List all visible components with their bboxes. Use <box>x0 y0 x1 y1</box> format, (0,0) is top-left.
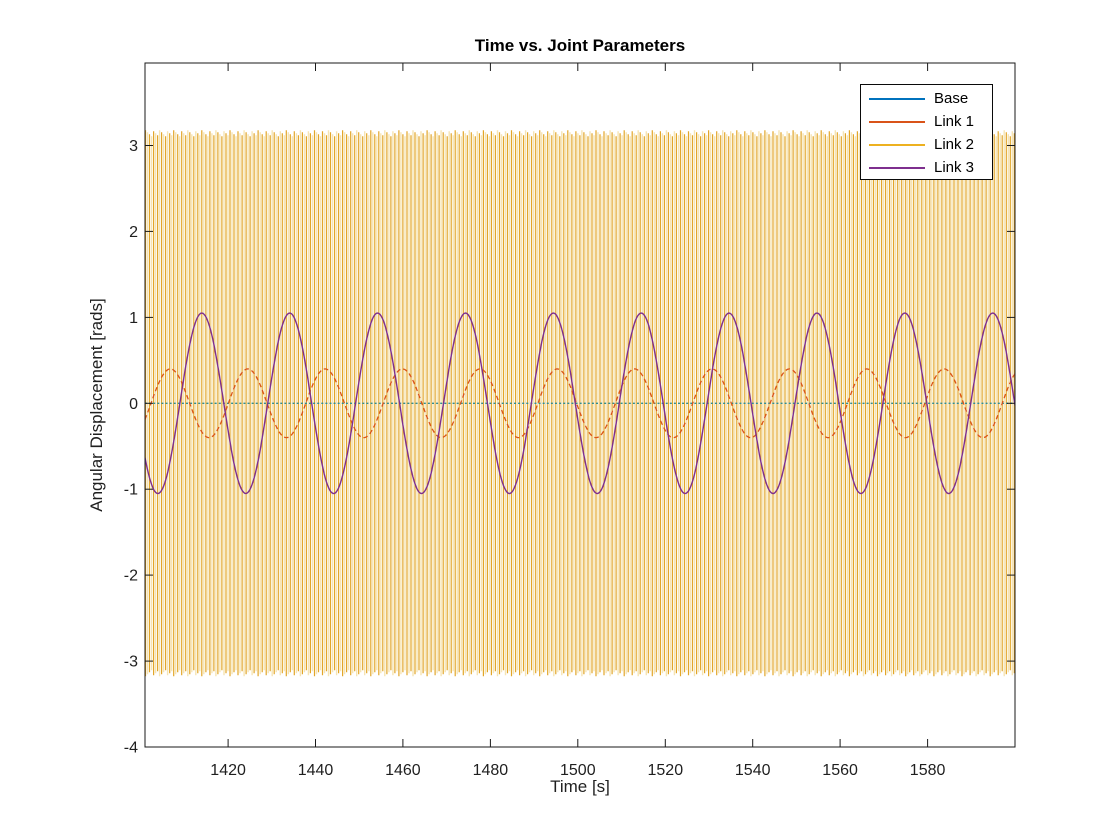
x-tick-label: 1460 <box>385 762 421 779</box>
y-tick-label: 2 <box>129 224 138 241</box>
x-tick-label: 1580 <box>910 762 946 779</box>
link3-series-line <box>145 312 1015 495</box>
x-tick-label: 1540 <box>735 762 771 779</box>
legend-item-link1: Link 1 <box>861 110 992 133</box>
link1-series-line <box>145 368 1015 439</box>
legend-line-swatch-link2 <box>869 143 925 146</box>
legend-line-swatch-link3 <box>869 166 925 169</box>
link2-series-stripes <box>145 130 1015 677</box>
legend: Base Link 1 Link 2 Link 3 <box>860 84 993 180</box>
x-tick-label: 1560 <box>822 762 858 779</box>
y-tick-label: -1 <box>124 482 138 499</box>
legend-item-label: Base <box>934 90 969 107</box>
x-tick-label: 1520 <box>648 762 684 779</box>
chart-title: Time vs. Joint Parameters <box>474 36 686 55</box>
x-tick-label: 1480 <box>473 762 509 779</box>
legend-item-base: Base <box>861 87 992 110</box>
x-tick-label: 1440 <box>298 762 334 779</box>
legend-line-swatch-base <box>869 97 925 100</box>
y-tick-label: 3 <box>129 138 138 155</box>
legend-item-label: Link 1 <box>934 113 975 130</box>
legend-item-link2: Link 2 <box>861 133 992 156</box>
legend-item-link3: Link 3 <box>861 156 992 179</box>
x-tick-label: 1500 <box>560 762 596 779</box>
legend-line-swatch-link1 <box>869 120 925 123</box>
axes-box <box>144 62 1016 748</box>
y-tick-label: -4 <box>124 740 138 757</box>
x-tick-label: 1420 <box>210 762 246 779</box>
legend-item-label: Link 2 <box>934 136 975 153</box>
y-tick-label: 0 <box>129 396 138 413</box>
y-tick-label: -3 <box>124 654 138 671</box>
legend-item-label: Link 3 <box>934 159 975 176</box>
y-axis-label: Angular Displacement [rads] <box>87 298 106 512</box>
y-tick-label: -2 <box>124 568 138 585</box>
y-tick-label: 1 <box>129 310 138 327</box>
x-axis-label: Time [s] <box>550 777 610 796</box>
